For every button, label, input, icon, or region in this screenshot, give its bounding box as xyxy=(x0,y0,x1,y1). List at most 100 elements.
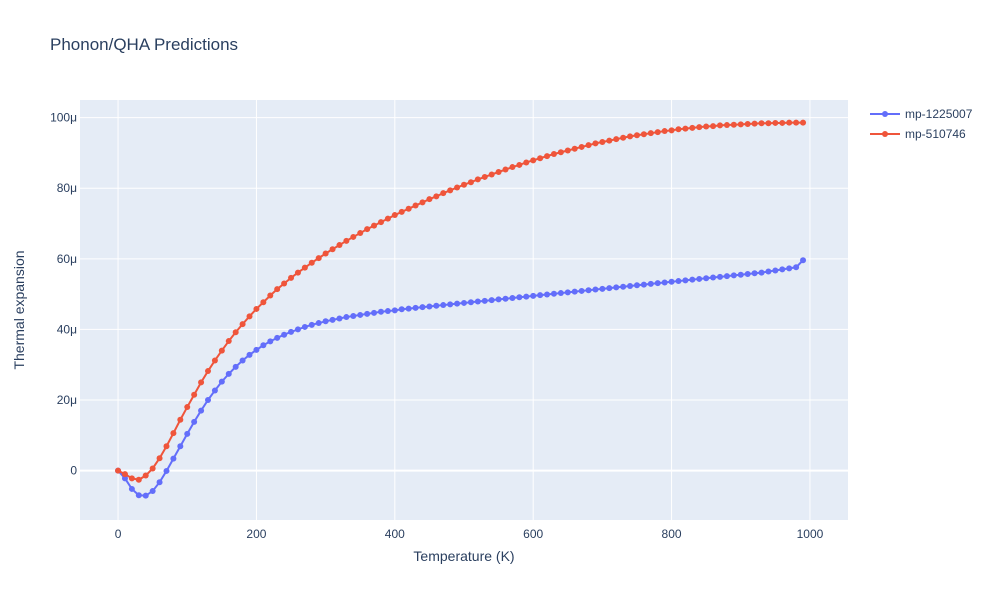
data-point xyxy=(717,273,723,280)
data-point xyxy=(371,222,378,229)
data-point xyxy=(398,306,405,313)
data-point xyxy=(267,292,274,299)
x-axis-title: Temperature (K) xyxy=(413,548,514,564)
data-point xyxy=(606,285,613,292)
data-point xyxy=(654,280,661,287)
series-line xyxy=(117,259,804,497)
y-tick-label: 60μ xyxy=(57,252,77,266)
data-point xyxy=(758,120,765,127)
data-point xyxy=(502,166,509,173)
data-point xyxy=(544,153,551,160)
data-point xyxy=(274,334,281,341)
data-point xyxy=(288,274,295,281)
data-point xyxy=(350,313,357,319)
data-point xyxy=(751,270,758,277)
data-point xyxy=(371,309,378,316)
data-point xyxy=(149,465,156,472)
legend-item[interactable]: mp-1225007 xyxy=(870,107,973,121)
data-point xyxy=(170,430,177,437)
y-tick-label: 80μ xyxy=(57,181,77,195)
data-point xyxy=(481,297,488,304)
data-point xyxy=(128,475,135,482)
data-point xyxy=(454,184,461,191)
data-point xyxy=(564,147,571,154)
data-point xyxy=(357,230,364,237)
data-point xyxy=(322,318,329,325)
data-point xyxy=(301,323,308,330)
data-point xyxy=(675,126,682,133)
data-point xyxy=(530,157,537,164)
data-point xyxy=(440,302,447,309)
data-point xyxy=(647,130,654,137)
data-point xyxy=(488,297,495,304)
data-point xyxy=(737,121,744,128)
data-point xyxy=(211,387,218,394)
x-axis-ticks: 0 200 400 600 800 1000 xyxy=(115,527,824,541)
legend-item[interactable]: mp-510746 xyxy=(870,127,966,141)
data-point xyxy=(675,278,682,285)
data-point xyxy=(364,310,371,317)
data-point xyxy=(447,301,454,308)
data-point xyxy=(384,308,391,315)
data-point xyxy=(294,326,301,333)
data-point xyxy=(682,125,689,132)
data-point xyxy=(474,176,481,183)
x-tick-label: 600 xyxy=(523,527,543,541)
legend-marker xyxy=(882,111,888,117)
data-point xyxy=(433,302,440,309)
data-point xyxy=(640,281,647,288)
data-point xyxy=(121,475,128,482)
data-point xyxy=(723,273,730,280)
data-point xyxy=(737,271,744,278)
data-point xyxy=(232,329,239,336)
data-point xyxy=(308,321,315,328)
data-point xyxy=(495,169,502,175)
data-point xyxy=(115,467,122,474)
data-point xyxy=(336,315,343,322)
data-point xyxy=(198,407,205,414)
data-point xyxy=(765,268,772,275)
data-point xyxy=(744,121,751,127)
data-point xyxy=(426,196,433,203)
data-point xyxy=(315,320,322,327)
data-point xyxy=(329,316,336,323)
data-point xyxy=(391,307,398,314)
data-point xyxy=(412,304,419,311)
data-point xyxy=(467,299,474,306)
data-point xyxy=(205,368,211,375)
data-point xyxy=(585,287,592,294)
data-point xyxy=(564,289,571,296)
data-point xyxy=(454,300,461,307)
data-point xyxy=(578,143,585,150)
data-point xyxy=(246,351,253,358)
plot-area xyxy=(80,100,848,520)
x-tick-label: 0 xyxy=(115,527,122,541)
y-axis-title: Thermal expansion xyxy=(11,250,27,369)
data-point xyxy=(135,476,142,483)
legend[interactable]: mp-1225007 mp-510746 xyxy=(870,107,973,141)
data-point xyxy=(281,331,288,338)
data-point xyxy=(343,237,350,244)
data-point xyxy=(668,278,675,285)
data-point xyxy=(177,416,184,423)
data-point xyxy=(647,280,654,287)
data-point xyxy=(170,455,177,462)
data-point xyxy=(281,280,288,287)
data-point xyxy=(267,338,274,345)
chart-title: Phonon/QHA Predictions xyxy=(50,35,238,54)
data-point xyxy=(557,149,564,156)
data-point xyxy=(357,311,364,318)
data-point xyxy=(253,346,260,353)
series-line xyxy=(117,121,804,481)
data-point xyxy=(654,129,661,136)
data-point xyxy=(218,378,225,385)
data-point xyxy=(391,212,398,219)
data-point xyxy=(557,290,564,297)
data-point xyxy=(640,131,647,138)
y-tick-label: 40μ xyxy=(57,322,77,336)
y-axis-ticks: 0 20μ 40μ 60μ 80μ 100μ xyxy=(50,111,77,478)
data-point xyxy=(620,283,627,290)
data-point xyxy=(668,127,675,134)
x-tick-label: 200 xyxy=(246,527,266,541)
